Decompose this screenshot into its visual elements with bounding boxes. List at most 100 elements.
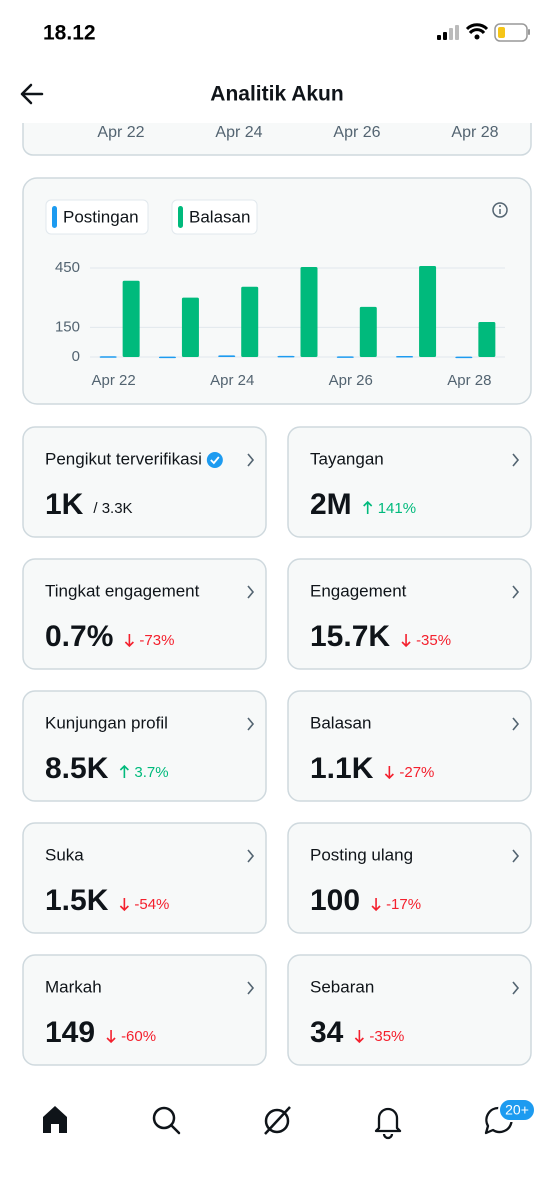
bar xyxy=(300,266,318,357)
change-arrow xyxy=(384,766,394,780)
metric-label: Kunjungan profil xyxy=(45,713,168,732)
status-time: 18.12 xyxy=(43,22,96,45)
x-tick-label: Apr 26 xyxy=(329,372,373,389)
metric-card[interactable] xyxy=(287,558,532,670)
nav-search[interactable] xyxy=(152,1106,181,1135)
metric-value: 149 xyxy=(45,1016,95,1049)
metric-label: Tayangan xyxy=(310,449,384,468)
y-tick-label: 150 xyxy=(55,318,80,335)
metric-change: -35% xyxy=(369,1028,404,1045)
legend-box xyxy=(171,199,258,235)
nav-badge xyxy=(498,1098,536,1122)
y-tick-label: 0 xyxy=(72,348,80,365)
bottom-nav: 20+ xyxy=(43,1098,536,1140)
change-arrow xyxy=(354,1030,364,1044)
metric-change: -60% xyxy=(121,1028,156,1045)
bar xyxy=(277,355,295,358)
metric-change: -73% xyxy=(139,632,174,649)
x-tick-label: Apr 24 xyxy=(210,372,254,389)
chevron xyxy=(247,981,255,995)
metric-label: Markah xyxy=(45,977,102,996)
metric-card[interactable] xyxy=(22,822,267,934)
metric-label: Pengikut terverifikasi xyxy=(45,449,202,468)
metric-card[interactable] xyxy=(287,690,532,802)
info-icon-dot xyxy=(499,205,501,207)
verified-check xyxy=(210,456,220,465)
metric-change: -35% xyxy=(416,632,451,649)
metric-card[interactable] xyxy=(22,426,267,538)
metric-card[interactable] xyxy=(287,822,532,934)
chevron xyxy=(512,585,520,599)
back-button[interactable] xyxy=(20,83,44,105)
header-title: Analitik Akun xyxy=(210,83,343,106)
change-arrow xyxy=(371,898,381,912)
x-tick-label: Apr 22 xyxy=(92,372,136,389)
chevron xyxy=(512,453,520,467)
metric-change: -54% xyxy=(134,896,169,913)
metric-value: 1.5K xyxy=(45,884,109,917)
metric-card[interactable] xyxy=(22,558,267,670)
verified-badge xyxy=(206,452,223,468)
metric-value: 15.7K xyxy=(310,620,390,653)
chevron xyxy=(512,717,520,731)
metric-label: Tingkat engagement xyxy=(45,581,200,600)
metric-card[interactable] xyxy=(22,690,267,802)
bar xyxy=(181,297,199,357)
metric-value: 100 xyxy=(310,884,360,917)
change-arrow xyxy=(119,898,129,912)
bar xyxy=(478,321,496,357)
metric-value: 1.1K xyxy=(310,752,374,785)
change-arrow xyxy=(124,634,134,648)
bar xyxy=(218,355,236,357)
legend-label: Balasan xyxy=(189,207,250,226)
chevron xyxy=(512,849,520,863)
x-tick-label: Apr 24 xyxy=(215,124,262,141)
metric-card[interactable] xyxy=(287,954,532,1066)
bar xyxy=(419,265,437,357)
legend-label: Postingan xyxy=(63,207,139,226)
bar xyxy=(455,356,473,359)
top-card xyxy=(22,123,532,156)
nav-notifications[interactable] xyxy=(374,1107,402,1140)
x-tick-label: Apr 26 xyxy=(333,124,380,141)
metric-value: 34 xyxy=(310,1016,344,1049)
change-arrow xyxy=(119,764,129,778)
bar xyxy=(359,306,377,357)
info-icon[interactable] xyxy=(492,202,508,218)
change-arrow xyxy=(106,1030,116,1044)
nav-badge-text: 20+ xyxy=(505,1102,529,1118)
metric-total: / 3.3K xyxy=(93,500,132,517)
legend-swatch xyxy=(178,206,183,228)
chevron xyxy=(247,585,255,599)
metric-card[interactable] xyxy=(287,426,532,538)
nav-grok[interactable] xyxy=(264,1106,291,1135)
metric-change: -17% xyxy=(386,896,421,913)
metric-card[interactable] xyxy=(22,954,267,1066)
chevron xyxy=(247,717,255,731)
x-tick-label: Apr 28 xyxy=(447,372,491,389)
metric-value: 1K xyxy=(45,488,84,521)
metric-change: 141% xyxy=(378,500,416,517)
status-icons xyxy=(437,23,530,42)
legend-swatch xyxy=(52,206,57,228)
metric-label: Engagement xyxy=(310,581,407,600)
metric-label: Sebaran xyxy=(310,977,374,996)
nav-home[interactable] xyxy=(43,1106,67,1133)
legend-box xyxy=(45,199,149,235)
metric-label: Suka xyxy=(45,845,84,864)
metric-value: 2M xyxy=(310,488,352,521)
chevron xyxy=(247,453,255,467)
metric-label: Posting ulang xyxy=(310,845,413,864)
metric-value: 8.5K xyxy=(45,752,109,785)
bar xyxy=(241,286,259,357)
chevron xyxy=(512,981,520,995)
change-arrow xyxy=(401,634,411,648)
metric-change: -27% xyxy=(399,764,434,781)
chevron xyxy=(247,849,255,863)
change-arrow xyxy=(363,500,373,514)
x-tick-label: Apr 22 xyxy=(97,124,144,141)
bar xyxy=(396,356,414,358)
bar xyxy=(99,356,117,358)
metric-value: 0.7% xyxy=(45,620,113,653)
